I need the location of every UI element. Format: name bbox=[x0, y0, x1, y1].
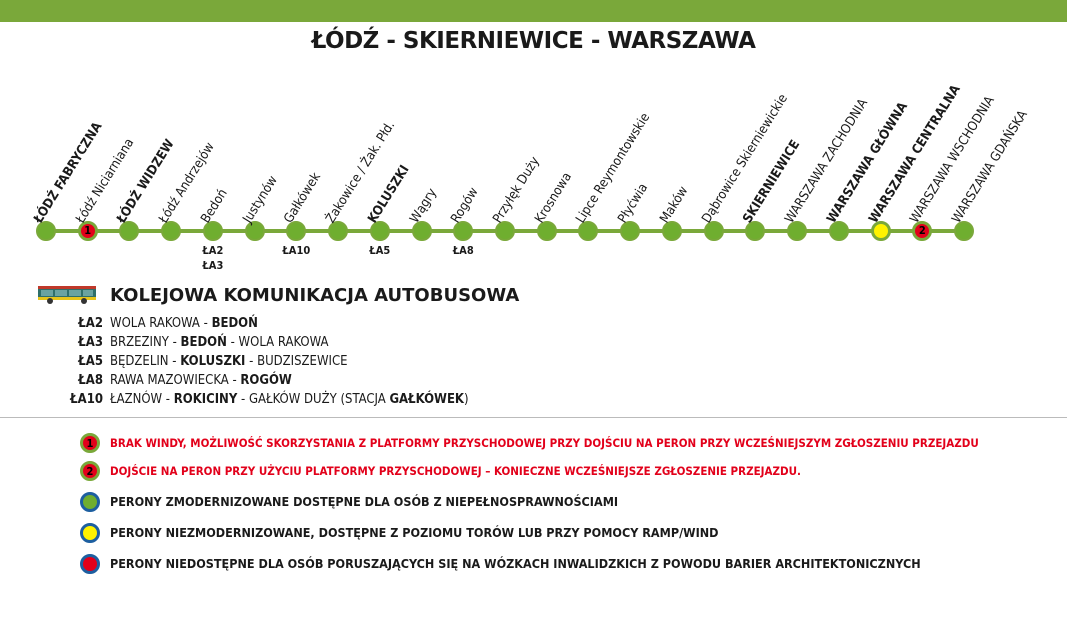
station-marker: 1 bbox=[77, 221, 98, 241]
route-text: BEDOŃ bbox=[180, 335, 227, 350]
bus-line-label: ŁA2 ŁA3 bbox=[202, 244, 224, 272]
station-label: WARSZAWA GDAŃSKA bbox=[949, 108, 1031, 226]
route-text: BEDOŃ bbox=[211, 316, 258, 331]
station-label: KOLUSZKI bbox=[365, 162, 413, 226]
station-marker bbox=[536, 221, 557, 241]
station-label: WARSZAWA GŁÓWNA bbox=[824, 99, 911, 226]
route-text: ŁAZNÓW - bbox=[110, 392, 174, 407]
route-text: BRZEZINY - bbox=[110, 335, 181, 350]
station-marker bbox=[703, 221, 724, 241]
legend-text: PERONY NIEDOSTĘPNE DLA OSÓB PORUSZAJĄCYC… bbox=[110, 556, 921, 571]
station-label: Wągry bbox=[406, 185, 440, 226]
route-text: KOLUSZKI bbox=[180, 354, 246, 369]
station-marker bbox=[244, 221, 265, 241]
station-marker bbox=[453, 221, 474, 241]
route-code: ŁA5 bbox=[78, 354, 103, 369]
station-label: Bedoń bbox=[198, 186, 231, 226]
route-code: ŁA2 bbox=[78, 316, 103, 331]
note-number: 2 bbox=[86, 465, 94, 478]
route-text: ) bbox=[464, 392, 469, 407]
station-marker bbox=[202, 221, 223, 241]
route-text: - GAŁKÓW DUŻY (STACJA bbox=[237, 392, 390, 407]
legend-text: BRAK WINDY, MOŻLIWOŚĆ SKORZYSTANIA Z PLA… bbox=[110, 436, 979, 450]
route-text: BĘDZELIN - bbox=[110, 354, 181, 369]
bus-route-row: ŁA8 RAWA MAZOWIECKA - ROGÓW bbox=[40, 371, 292, 390]
station-label: Krosnowa bbox=[531, 169, 575, 226]
station-label: WARSZAWA ZACHODNIA bbox=[782, 96, 872, 226]
legend-marker-icon bbox=[80, 523, 100, 543]
station-label: Gałkówek bbox=[281, 170, 325, 226]
station-marker bbox=[828, 221, 849, 241]
station-label: Płyćwia bbox=[615, 180, 652, 226]
station-label: Lipce Reymontowskie bbox=[573, 110, 654, 226]
legend-text: PERONY ZMODERNIZOWANE DOSTĘPNE DLA OSÓB … bbox=[110, 494, 619, 509]
station-marker bbox=[36, 221, 56, 241]
note-number: 2 bbox=[918, 224, 926, 237]
station-marker bbox=[369, 221, 390, 241]
legend-marker-icon bbox=[80, 492, 100, 512]
route-text: GAŁKÓWEK bbox=[389, 392, 464, 407]
station-marker: 2 bbox=[912, 221, 933, 241]
station-marker bbox=[954, 221, 974, 241]
bus-line-label: ŁA5 bbox=[369, 244, 391, 257]
bus-route-row: ŁA2 WOLA RAKOWA - BEDOŃ bbox=[40, 314, 258, 333]
station-marker bbox=[870, 221, 891, 241]
bus-route-row: ŁA5 BĘDZELIN - KOLUSZKI - BUDZISZEWICE bbox=[40, 352, 348, 371]
station-marker bbox=[578, 221, 599, 241]
route-code: ŁA10 bbox=[70, 392, 103, 407]
route-text: WOLA RAKOWA - bbox=[110, 316, 212, 331]
page-title: ŁÓDŹ - SKIERNIEWICE - WARSZAWA bbox=[311, 28, 756, 54]
station-marker bbox=[620, 221, 641, 241]
station-marker bbox=[661, 221, 682, 241]
legend-marker-icon bbox=[80, 554, 100, 574]
bus-section-heading: KOLEJOWA KOMUNIKACJA AUTOBUSOWA bbox=[110, 285, 520, 306]
bus-icon bbox=[38, 286, 96, 304]
station-marker bbox=[286, 221, 307, 241]
bus-line-label: ŁA8 bbox=[452, 244, 474, 257]
route-text: ROKICINY bbox=[173, 392, 238, 407]
top-color-bar bbox=[0, 0, 1067, 22]
station-marker bbox=[495, 221, 515, 241]
station-label: Justynów bbox=[239, 173, 281, 226]
legend-text: PERONY NIEZMODERNIZOWANE, DOSTĘPNE Z POZ… bbox=[110, 525, 719, 540]
station-marker bbox=[328, 221, 349, 241]
route-text: RAWA MAZOWIECKA - bbox=[110, 373, 241, 388]
legend-marker-icon: 1 bbox=[80, 433, 100, 453]
route-code: ŁA3 bbox=[78, 335, 103, 350]
bus-line-label: ŁA10 bbox=[282, 244, 311, 257]
bus-route-row: ŁA3 BRZEZINY - BEDOŃ - WOLA RAKOWA bbox=[40, 333, 328, 352]
route-text: - BUDZISZEWICE bbox=[245, 354, 348, 369]
station-marker bbox=[411, 221, 432, 241]
legend-text: DOJŚCIE NA PERON PRZY UŻYCIU PLATFORMY P… bbox=[110, 464, 801, 478]
note-number: 1 bbox=[84, 224, 92, 237]
bus-route-row: ŁA10 ŁAZNÓW - ROKICINY - GAŁKÓW DUŻY (STA… bbox=[40, 390, 469, 409]
route-code: ŁA8 bbox=[78, 373, 103, 388]
route-text: - WOLA RAKOWA bbox=[226, 335, 329, 350]
station-marker bbox=[787, 221, 808, 241]
station-marker bbox=[745, 221, 766, 241]
route-text: ROGÓW bbox=[240, 373, 292, 388]
note-number: 1 bbox=[86, 437, 94, 450]
divider bbox=[0, 417, 1067, 418]
station-marker bbox=[161, 221, 182, 241]
station-marker bbox=[119, 221, 140, 241]
station-label: Rogów bbox=[448, 185, 482, 226]
legend-marker-icon: 2 bbox=[80, 461, 100, 481]
station-label: Maków bbox=[657, 183, 692, 226]
